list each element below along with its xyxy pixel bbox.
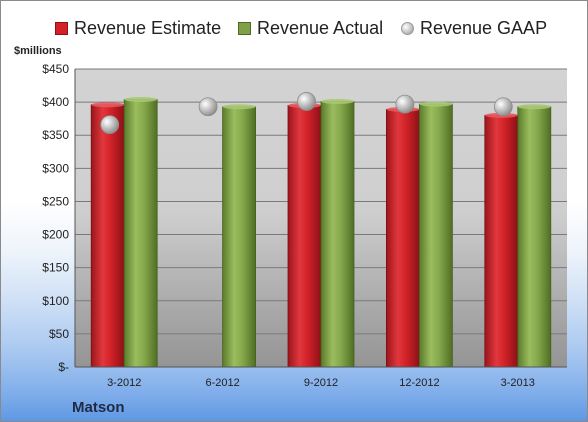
y-tick-label: $450	[42, 62, 69, 76]
bar-revenue-estimate	[385, 108, 420, 368]
company-label: Matson	[72, 399, 125, 416]
y-tick-label: $400	[42, 95, 69, 109]
legend-item-revenue-gaap: Revenue GAAP	[401, 15, 547, 41]
bar-revenue-estimate	[287, 105, 322, 368]
legend-label-revenue-gaap: Revenue GAAP	[420, 17, 548, 38]
bar-cap-revenue-estimate	[91, 102, 125, 108]
legend-label-revenue-estimate: Revenue Estimate	[74, 17, 222, 38]
legend-swatch-revenue-estimate	[55, 21, 68, 35]
legend-item-revenue-actual: Revenue Actual	[238, 15, 383, 41]
bar-revenue-actual	[123, 99, 158, 368]
y-tick-label: $350	[42, 128, 69, 142]
legend-swatch-revenue-actual	[238, 21, 251, 35]
bar-revenue-actual	[418, 103, 453, 368]
legend-item-revenue-estimate: Revenue Estimate	[55, 15, 221, 41]
marker-revenue-gaap	[493, 97, 513, 117]
x-tick-label: 9-2012	[304, 377, 338, 389]
bar-cap-revenue-actual	[222, 104, 256, 110]
marker-revenue-gaap	[395, 94, 415, 114]
bar-revenue-estimate	[484, 114, 519, 368]
y-tick-label: $50	[49, 327, 69, 341]
x-tick-label: 3-2012	[107, 377, 141, 389]
x-tick-label: 12-2012	[399, 377, 439, 389]
x-tick-label: 6-2012	[205, 377, 239, 389]
y-tick-label: $300	[42, 161, 69, 175]
bar-cap-revenue-actual	[124, 96, 158, 102]
legend-marker-revenue-gaap	[401, 21, 414, 35]
bar-revenue-estimate	[90, 104, 125, 368]
marker-revenue-gaap	[198, 97, 218, 117]
bar-cap-revenue-actual	[517, 104, 551, 110]
bar-revenue-actual	[517, 106, 552, 368]
marker-revenue-gaap	[100, 115, 120, 135]
legend: Revenue Estimate Revenue Actual Revenue …	[1, 15, 587, 41]
y-tick-label: $250	[42, 194, 69, 208]
bar-cap-revenue-actual	[321, 98, 354, 104]
bar-cap-revenue-actual	[419, 101, 453, 107]
legend-label-revenue-actual: Revenue Actual	[257, 17, 384, 38]
y-tick-label: $150	[42, 261, 69, 275]
y-tick-label: $200	[42, 228, 69, 242]
y-axis-unit-label: $millions	[14, 45, 62, 57]
marker-revenue-gaap	[297, 92, 316, 111]
bar-revenue-actual	[320, 101, 355, 368]
bar-revenue-actual	[222, 106, 257, 368]
y-tick-label: $-	[58, 360, 69, 374]
x-tick-label: 3-2013	[501, 377, 535, 389]
y-tick-label: $100	[42, 294, 69, 308]
